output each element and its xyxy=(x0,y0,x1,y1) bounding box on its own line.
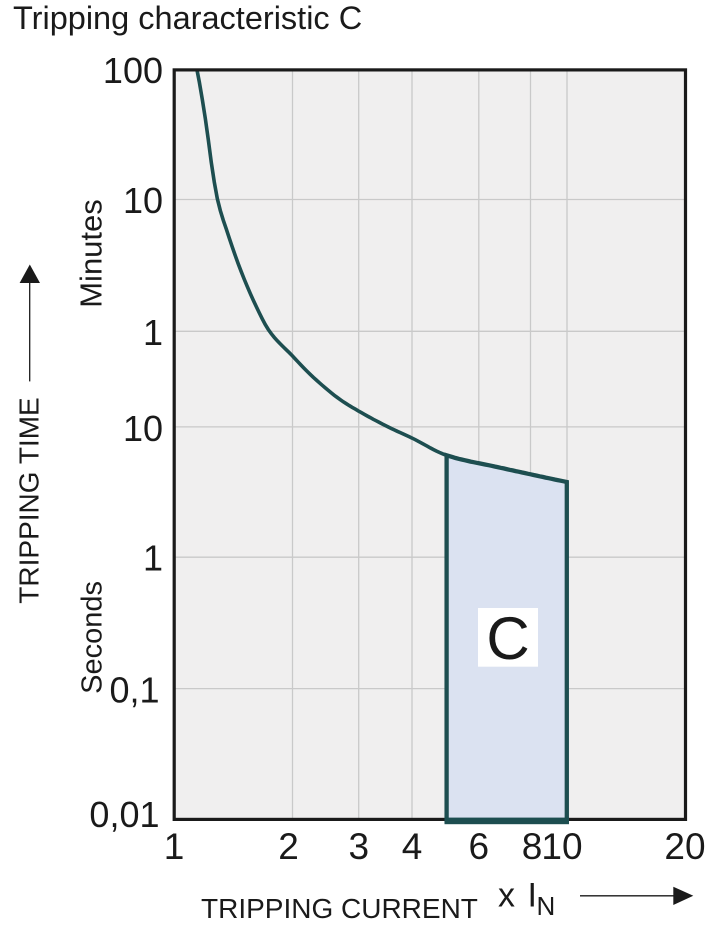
svg-text:TRIPPING TIME: TRIPPING TIME xyxy=(14,397,45,603)
svg-text:1: 1 xyxy=(143,538,163,579)
svg-text:1: 1 xyxy=(143,312,163,353)
svg-text:10: 10 xyxy=(123,408,163,449)
svg-text:C: C xyxy=(486,605,529,672)
svg-text:0,01: 0,01 xyxy=(89,794,159,835)
svg-text:6: 6 xyxy=(469,826,490,867)
svg-text:10: 10 xyxy=(123,180,163,221)
svg-text:Tripping characteristic C: Tripping characteristic C xyxy=(13,0,362,36)
svg-text:Seconds: Seconds xyxy=(77,581,109,694)
svg-text:8: 8 xyxy=(522,826,543,867)
svg-text:N: N xyxy=(537,891,556,921)
svg-text:3: 3 xyxy=(349,826,370,867)
svg-text:10: 10 xyxy=(541,826,582,867)
svg-text:I: I xyxy=(528,877,537,915)
svg-text:4: 4 xyxy=(402,826,423,867)
svg-text:Minutes: Minutes xyxy=(74,199,109,308)
svg-text:1: 1 xyxy=(164,826,185,867)
svg-text:20: 20 xyxy=(664,826,705,867)
svg-text:TRIPPING CURRENT: TRIPPING CURRENT xyxy=(201,893,478,924)
svg-text:0,1: 0,1 xyxy=(109,669,159,710)
svg-text:100: 100 xyxy=(103,50,163,91)
svg-text:2: 2 xyxy=(278,826,299,867)
svg-text:x: x xyxy=(498,877,515,915)
